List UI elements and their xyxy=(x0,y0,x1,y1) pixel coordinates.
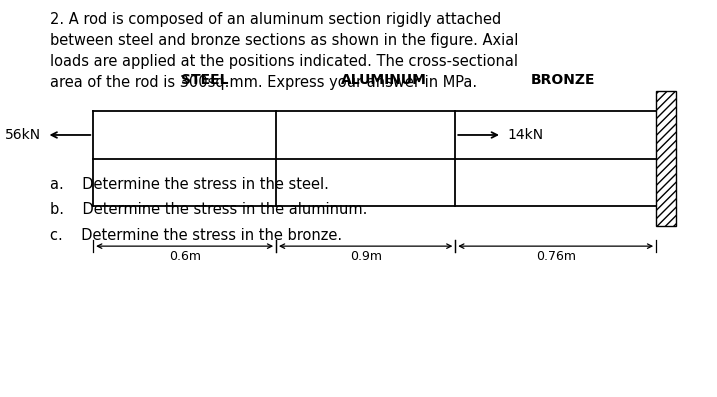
Text: 0.9m: 0.9m xyxy=(350,250,381,263)
Text: 0.76m: 0.76m xyxy=(536,250,576,263)
Text: STEEL: STEEL xyxy=(181,73,228,87)
Text: 2. A rod is composed of an aluminum section rigidly attached
between steel and b: 2. A rod is composed of an aluminum sect… xyxy=(50,12,518,90)
Text: BRONZE: BRONZE xyxy=(531,73,595,87)
Text: ALUMINUM: ALUMINUM xyxy=(341,73,427,87)
Text: b.    Determine the stress in the aluminum.: b. Determine the stress in the aluminum. xyxy=(50,202,368,218)
Bar xyxy=(656,91,676,226)
Text: a.    Determine the stress in the steel.: a. Determine the stress in the steel. xyxy=(50,177,329,192)
Text: c.    Determine the stress in the bronze.: c. Determine the stress in the bronze. xyxy=(50,228,342,243)
Text: 0.6m: 0.6m xyxy=(168,250,201,263)
Text: 56kN: 56kN xyxy=(5,128,41,142)
Text: 14kN: 14kN xyxy=(508,128,543,142)
